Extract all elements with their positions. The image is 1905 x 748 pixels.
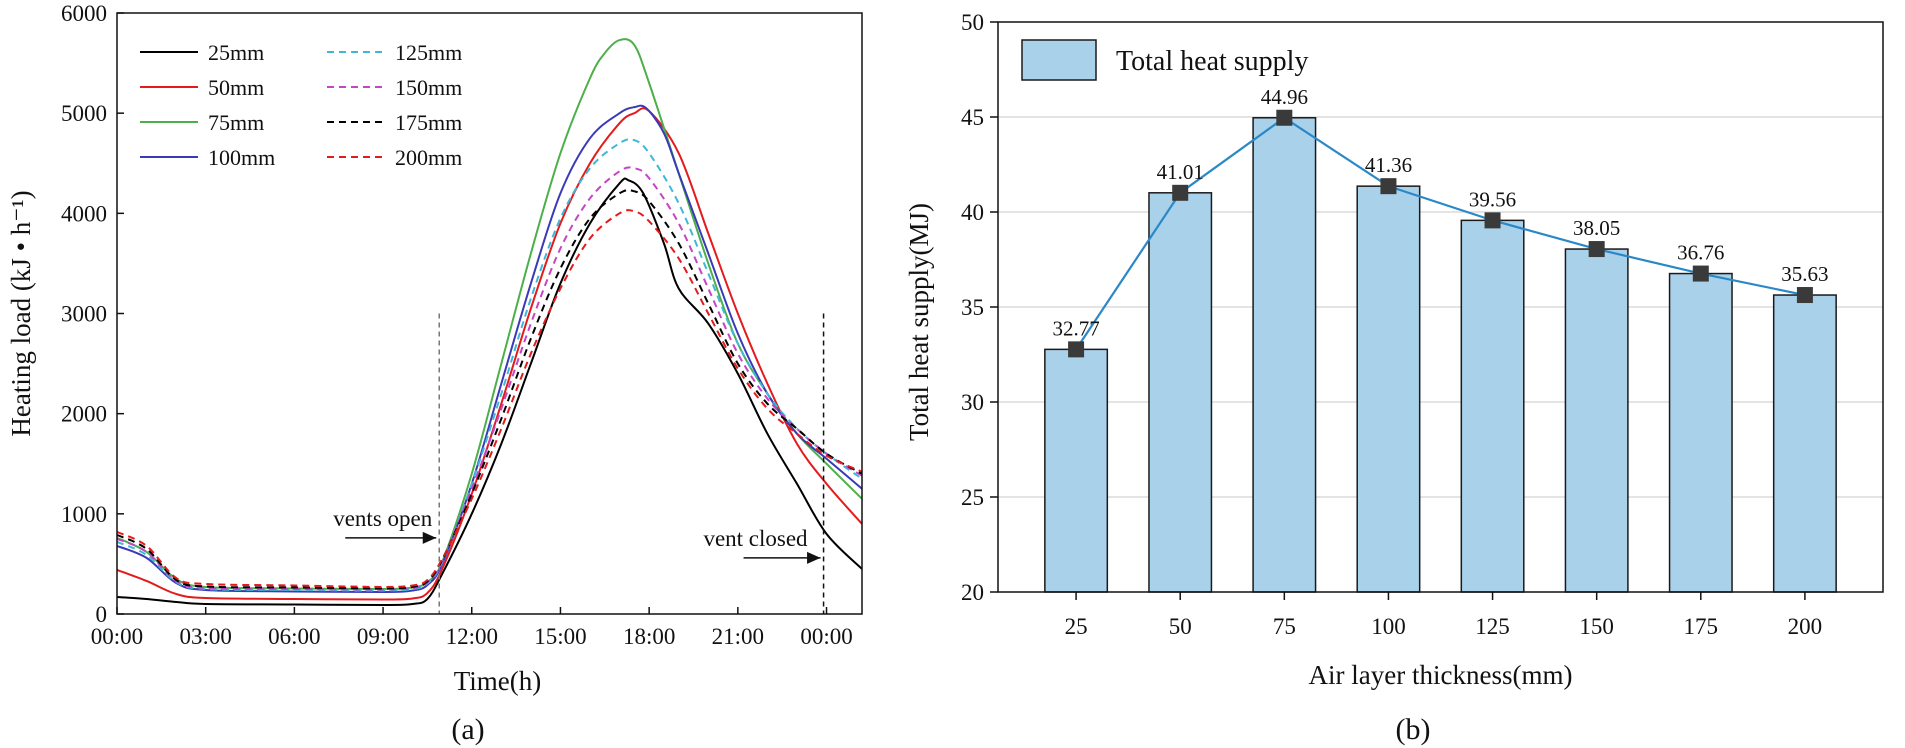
value-label-100: 41.36 (1365, 153, 1412, 177)
x-tick-label-a: 00:00 (91, 624, 143, 649)
x-tick-label-a: 09:00 (357, 624, 409, 649)
legend-label-125mm: 125mm (395, 40, 462, 65)
y-tick-label-a: 3000 (61, 302, 107, 327)
x-tick-label-a: 00:00 (800, 624, 852, 649)
series-line-75mm (116, 38, 863, 591)
panel-label-b: (b) (1396, 713, 1431, 746)
legend-label-25mm: 25mm (208, 40, 264, 65)
point-marker-100 (1380, 178, 1397, 195)
y-tick-label-b: 45 (961, 105, 984, 130)
bar-value-labels: 32.77 41.01 44.96 41.36 39.56 38.05 36.76 35.63 (1052, 85, 1828, 341)
vent-closed-label: vent closed (703, 526, 808, 551)
point-marker-150 (1588, 241, 1605, 258)
x-tick-label-b: 50 (1169, 614, 1192, 639)
panel-label-a: (a) (451, 713, 484, 746)
x-tick-label-b: 125 (1475, 614, 1510, 639)
total-heat-supply-bar-chart: 32.77 41.01 44.96 41.36 39.56 38.05 36.76 35.63… (904, 10, 1884, 746)
bar-100 (1356, 185, 1421, 593)
value-label-125: 39.56 (1469, 187, 1516, 211)
series-line-125mm (116, 138, 863, 592)
series-line-100mm (116, 104, 863, 594)
y-tick-label-b: 50 (961, 10, 984, 35)
y-tick-label-b: 20 (961, 580, 984, 605)
x-tick-label-b: 25 (1065, 614, 1088, 639)
heating-load-line-chart: vents open vent closed 00:00 03:00 06:00 09:… (6, 1, 863, 746)
series-line-50mm (116, 107, 863, 601)
legend-swatch-total-heat-supply (1021, 39, 1097, 81)
value-label-25: 32.77 (1052, 316, 1099, 340)
legend-label-75mm: 75mm (208, 110, 264, 135)
legend-label-175mm: 175mm (395, 110, 462, 135)
trend-line-group (1068, 109, 1813, 358)
vent-annotations: vents open vent closed (333, 313, 825, 614)
x-axis-label-a: Time(h) (454, 666, 542, 696)
legend-label-total-heat-supply: Total heat supply (1116, 46, 1308, 77)
y-tick-label-b: 40 (961, 200, 984, 225)
vents-open-label: vents open (333, 506, 433, 531)
legend-label-150mm: 150mm (395, 75, 462, 100)
series-line-150mm (116, 166, 863, 591)
bar-25 (1044, 348, 1109, 593)
x-tick-label-b: 100 (1371, 614, 1406, 639)
x-tick-label-a: 18:00 (623, 624, 675, 649)
y-tick-label-a: 0 (96, 602, 108, 627)
x-tick-label-a: 21:00 (712, 624, 764, 649)
y-tick-label-a: 5000 (61, 101, 107, 126)
series-line-25mm (116, 177, 863, 606)
plot-a-ticks: 00:00 03:00 06:00 09:00 12:00 15:00 18:00 21:00… (61, 1, 853, 649)
bar-75 (1252, 117, 1317, 593)
point-marker-175 (1692, 265, 1709, 282)
x-tick-label-a: 12:00 (446, 624, 498, 649)
heating-load-series-group (116, 38, 863, 606)
series-line-200mm (116, 209, 863, 588)
x-axis-label-b: Air layer thickness(mm) (1309, 660, 1573, 690)
value-label-50: 41.01 (1157, 160, 1204, 184)
point-marker-25 (1068, 341, 1085, 358)
y-tick-label-a: 6000 (61, 1, 107, 26)
y-tick-label-a: 4000 (61, 201, 107, 226)
x-tick-label-a: 03:00 (179, 624, 231, 649)
legend-label-50mm: 50mm (208, 75, 264, 100)
bar-125 (1460, 219, 1525, 593)
point-marker-125 (1484, 212, 1501, 229)
plot-a-frame (116, 12, 863, 615)
y-tick-label-b: 35 (961, 295, 984, 320)
point-marker-50 (1172, 184, 1189, 201)
value-label-150: 38.05 (1573, 216, 1620, 240)
legend-a: 25mm 50mm 75mm 100mm 125mm 150mm 175mm 200mm (140, 40, 462, 170)
x-tick-label-b: 200 (1788, 614, 1823, 639)
plot-b-gridlines (998, 116, 1883, 498)
value-label-75: 44.96 (1261, 85, 1308, 109)
x-tick-label-b: 150 (1579, 614, 1614, 639)
y-tick-label-a: 2000 (61, 402, 107, 427)
x-tick-label-a: 06:00 (268, 624, 320, 649)
legend-label-100mm: 100mm (208, 145, 275, 170)
bar-150 (1564, 248, 1629, 593)
legend-b: Total heat supply (1021, 39, 1308, 81)
value-label-175: 36.76 (1677, 241, 1724, 265)
series-line-175mm (116, 189, 863, 590)
bar-175 (1668, 272, 1733, 593)
trend-line (1075, 116, 1806, 350)
plot-b-ticks: 20 25 30 35 40 45 50 25 50 75 100 125 150 175 200 (961, 10, 1822, 639)
legend-label-200mm: 200mm (395, 145, 462, 170)
point-marker-200 (1796, 287, 1813, 304)
bar-200 (1772, 294, 1837, 593)
value-label-200: 35.63 (1781, 262, 1828, 286)
x-tick-label-b: 175 (1684, 614, 1719, 639)
x-tick-label-a: 15:00 (534, 624, 586, 649)
bars-group (1044, 117, 1837, 593)
bar-50 (1148, 192, 1213, 593)
y-axis-label-a: Heating load (kJ • h⁻¹) (6, 190, 36, 436)
y-tick-label-b: 25 (961, 485, 984, 510)
x-tick-label-b: 75 (1273, 614, 1296, 639)
y-axis-label-b: Total heat supply(MJ) (904, 203, 934, 441)
y-tick-label-a: 1000 (61, 502, 107, 527)
point-marker-75 (1276, 109, 1293, 126)
y-tick-label-b: 30 (961, 390, 984, 415)
